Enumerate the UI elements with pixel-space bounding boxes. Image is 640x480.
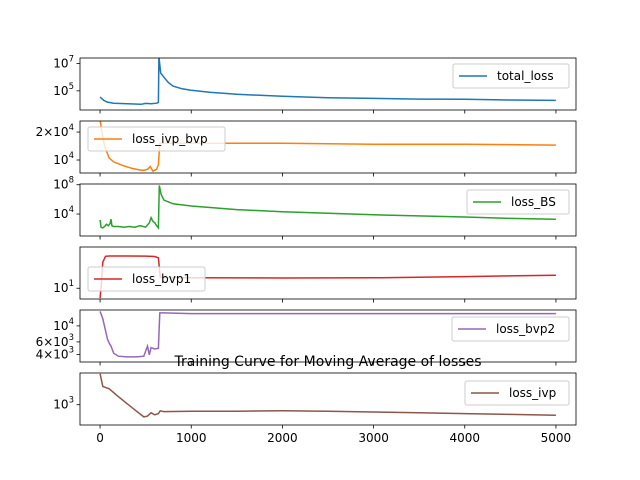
axes-frame (79, 372, 577, 426)
series-line-total_loss (99, 58, 556, 106)
axes-frame (79, 183, 577, 237)
legend-box (87, 126, 226, 152)
legend-loss_bvp2: loss_bvp2 (451, 316, 570, 342)
x-tick-label: 0 (96, 431, 104, 445)
series-line-loss_bvp2 (99, 311, 556, 358)
subplot-loss_BS: 104 108 loss_BS (53, 176, 577, 240)
y-tick-label: 103 (53, 396, 74, 412)
legend-box (451, 316, 570, 342)
legend-loss_ivp: loss_ivp (464, 380, 570, 406)
legend-label: loss_bvp2 (496, 322, 555, 336)
y-tick-label: 104 (53, 317, 74, 333)
legend-box (464, 380, 570, 406)
legend-label: loss_ivp_bvp (132, 132, 208, 146)
x-tick-label: 5000 (541, 431, 572, 445)
y-tick-label: 107 (53, 54, 74, 70)
series-line-loss_bvp1 (99, 255, 556, 299)
legend-label: total_loss (497, 69, 554, 83)
legend-label: loss_BS (511, 195, 556, 209)
series-line-loss_BS (99, 185, 556, 230)
y-tick-label: 101 (53, 279, 74, 295)
legend-label: loss_bvp1 (132, 272, 191, 286)
legend-loss_BS: loss_BS (466, 189, 570, 215)
series-line-loss_ivp (99, 373, 556, 418)
legend-label: loss_ivp (509, 386, 556, 400)
axes-frame (79, 120, 577, 174)
y-tick-label: 4×103 (36, 346, 74, 362)
legend-box (466, 189, 570, 215)
subplot-loss_ivp_bvp: 2×104 104 loss_ivp_bvp (36, 120, 577, 177)
y-tick-label: 6×103 (36, 333, 74, 349)
x-tick-label: 1000 (176, 431, 207, 445)
subplot-loss_bvp1: 101 loss_bvp1 (53, 246, 577, 303)
axes-frame (79, 246, 577, 300)
axes-frame (79, 57, 577, 111)
axes-frame (79, 309, 577, 363)
x-tick-label: 4000 (449, 431, 480, 445)
legend-total_loss: total_loss (452, 63, 570, 89)
legend-loss_bvp1: loss_bvp1 (87, 266, 206, 292)
series-line-loss_ivp_bvp (99, 121, 556, 173)
subplots: 105107total_loss2×104104loss_ivp_bvp1041… (36, 54, 577, 445)
x-tick-label: 3000 (358, 431, 389, 445)
figure-title: Training Curve for Moving Average of los… (173, 354, 481, 370)
legend-loss_ivp_bvp: loss_ivp_bvp (87, 126, 226, 152)
y-tick-label: 105 (53, 82, 74, 98)
y-tick-label: 104 (53, 205, 74, 221)
y-tick-label: 2×104 (36, 123, 74, 139)
subplot-total_loss: 105 107 total_loss (53, 54, 577, 114)
y-tick-label: 104 (53, 151, 74, 167)
legend-box (87, 266, 206, 292)
subplot-loss_ivp: 103 0 1000 2000 3000 4000 5000 loss_ivp (53, 372, 577, 445)
y-tick-label: 108 (53, 176, 74, 192)
x-tick-label: 2000 (267, 431, 298, 445)
legend-box (452, 63, 570, 89)
